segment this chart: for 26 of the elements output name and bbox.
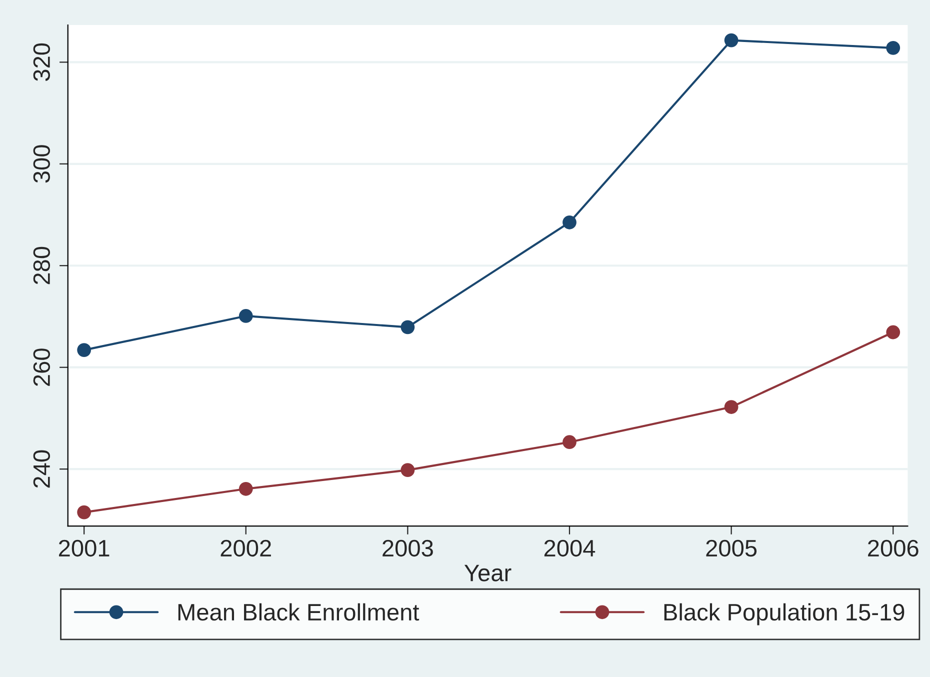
- y-tick-label: 300: [33, 145, 50, 183]
- point: [724, 33, 738, 48]
- point: [724, 400, 738, 414]
- x-tick-label: 2002: [220, 540, 271, 557]
- x-tick-label: 2005: [706, 540, 757, 557]
- x-tick-label: 2006: [868, 540, 918, 557]
- point: [562, 215, 576, 230]
- point: [238, 482, 253, 496]
- point: [77, 505, 92, 520]
- y-tick-label: 260: [33, 348, 50, 386]
- y-tick-label: 240: [33, 450, 50, 488]
- point: [77, 343, 92, 357]
- point: [562, 435, 576, 450]
- x-axis-title: Year: [464, 564, 512, 582]
- point: [400, 463, 415, 478]
- y-tick-label: 280: [33, 246, 50, 284]
- legend-label: Black Population 15-19: [664, 603, 904, 626]
- x-tick-label: 2003: [382, 540, 433, 557]
- point: [886, 40, 900, 55]
- x-tick-label: 2004: [544, 540, 596, 557]
- x-tick-label: 2001: [59, 540, 110, 557]
- point: [238, 309, 253, 323]
- legend-label: Mean Black Enrollment: [178, 603, 420, 621]
- point: [400, 320, 415, 334]
- point: [886, 325, 900, 340]
- y-tick-label: 320: [33, 43, 50, 81]
